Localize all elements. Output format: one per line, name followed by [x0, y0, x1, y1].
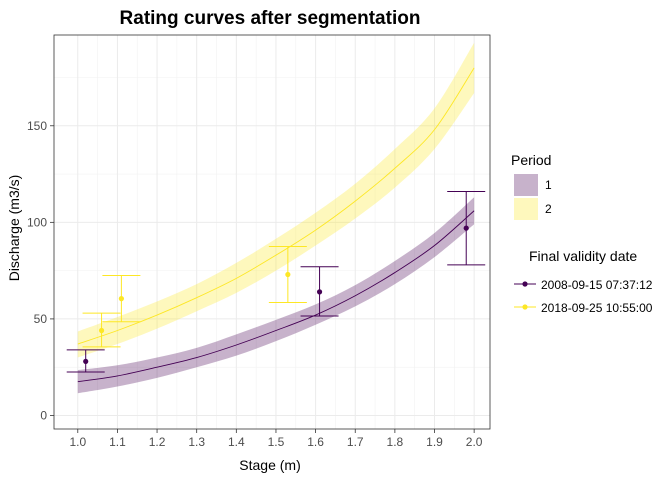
chart-title: Rating curves after segmentation: [120, 8, 421, 29]
x-axis-title: Stage (m): [239, 457, 300, 473]
period-legend-label-1: 1: [545, 178, 552, 192]
date-legend-label-2: 2018-09-25 10:55:00: [541, 301, 653, 315]
plot-background: [54, 35, 490, 429]
gauging-point: [463, 225, 469, 231]
date-legend-key-1: [514, 281, 536, 287]
date-legend-label-1: 2008-09-15 07:37:12: [541, 278, 653, 292]
ribbon-period-2: [77, 42, 475, 358]
x-tick-label: 1.0: [69, 435, 86, 449]
y-tick-label: 150: [27, 119, 47, 133]
median-curve-period-1: [77, 210, 475, 383]
x-tick-label: 1.3: [188, 435, 205, 449]
period-legend-title: Period: [511, 152, 551, 168]
period-legend-key-1: [514, 174, 538, 196]
plot-area: [50, 34, 491, 433]
legend-point: [522, 304, 528, 310]
period-legend-label-2: 2: [545, 202, 552, 216]
gauging-point: [316, 289, 323, 295]
gauging-point: [285, 271, 291, 278]
x-tick-label: 1.5: [268, 435, 285, 449]
x-tick-label: 1.7: [347, 435, 364, 449]
ribbon-period-1: [77, 197, 475, 394]
gauging-point: [83, 358, 89, 365]
x-tick-label: 2.0: [466, 435, 483, 449]
period-legend-key-2: [514, 198, 538, 220]
x-tick-label: 1.4: [228, 435, 245, 449]
plot-border: [53, 34, 491, 430]
median-curve-period-2: [77, 67, 475, 345]
legend: Period 1 2 Final validity date 2008-09-1…: [511, 152, 653, 315]
y-tick-label: 0: [40, 408, 47, 422]
gauging-point: [98, 327, 105, 334]
y-tick-label: 50: [34, 312, 48, 326]
gauging-point: [118, 296, 124, 302]
date-legend-key-2: [514, 304, 536, 310]
x-tick-label: 1.8: [387, 435, 404, 449]
date-legend-title: Final validity date: [529, 248, 637, 264]
y-axis-title: Discharge (m3/s): [6, 175, 22, 282]
x-tick-label: 1.9: [426, 435, 443, 449]
legend-point: [522, 281, 528, 287]
x-tick-label: 1.6: [307, 435, 324, 449]
x-tick-label: 1.1: [109, 435, 126, 449]
x-tick-label: 1.2: [149, 435, 166, 449]
y-tick-label: 100: [27, 215, 47, 229]
